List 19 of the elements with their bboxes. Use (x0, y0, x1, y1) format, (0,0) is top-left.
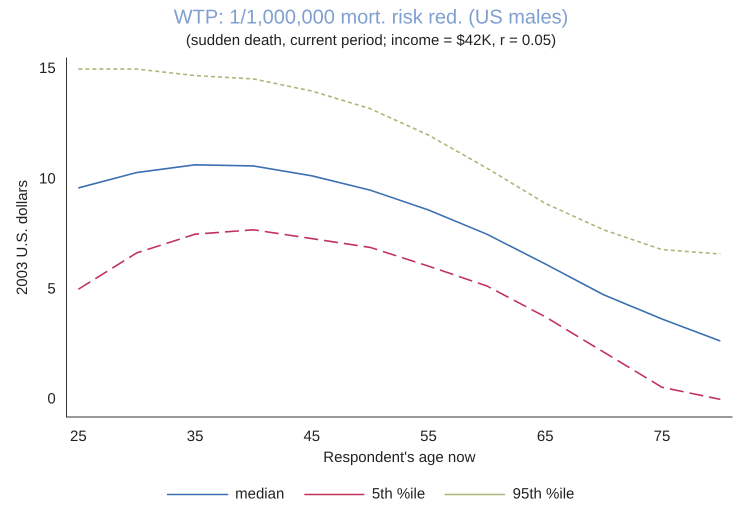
x-tick-label: 35 (186, 428, 204, 446)
y-tick-label: 10 (38, 170, 56, 188)
x-tick-label: 55 (420, 428, 437, 446)
legend-label: median (235, 486, 284, 503)
x-tick-label: 45 (303, 428, 320, 446)
y-tick-label: 15 (38, 60, 56, 78)
y-tick-label: 0 (47, 390, 56, 408)
x-tick-label: 25 (70, 428, 87, 446)
y-tick-label: 5 (47, 280, 56, 298)
legend-label: 95th %ile (512, 486, 574, 503)
chart-title: WTP: 1/1,000,000 mort. risk red. (US males) (174, 6, 568, 29)
x-axis-title: Respondent's age now (323, 449, 476, 466)
legend-label: 5th %ile (372, 486, 426, 503)
line-series (78, 68, 722, 255)
line-series (78, 228, 722, 400)
y-axis-title: 2003 U.S. dollars (14, 180, 32, 296)
x-tick-label: 75 (654, 428, 670, 446)
x-tick-label: 65 (536, 428, 554, 446)
chart-subtitle: (sudden death, current period; income = $42K, r = 0.05) (186, 32, 556, 50)
